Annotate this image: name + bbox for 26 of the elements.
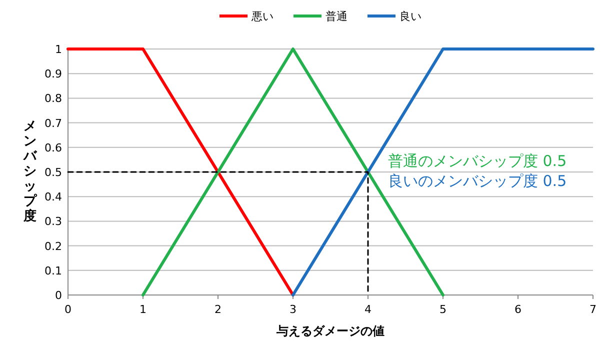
y-tick-label: 0.5	[44, 166, 62, 179]
y-tick-label: 0.9	[44, 68, 62, 81]
y-tick-label: 0.7	[44, 116, 62, 130]
y-tick-label: 0.6	[44, 141, 62, 154]
legend-label: 普通	[326, 10, 348, 23]
legend-label: 良い	[400, 10, 422, 23]
x-tick-label: 2	[214, 303, 222, 316]
y-tick-label: 1	[55, 43, 62, 56]
y-tick-label: 0	[55, 289, 62, 302]
x-tick-label: 1	[140, 303, 146, 316]
x-tick-label: 0	[64, 303, 72, 316]
x-tick-label: 5	[440, 303, 446, 316]
annotation: 普通のメンバシップ度 0.5	[388, 152, 567, 170]
x-axis-title: 与えるダメージの値	[276, 324, 384, 338]
y-axis-title: メンバシップ度	[22, 119, 38, 224]
y-tick-label: 0.8	[44, 92, 62, 106]
x-tick-label: 4	[364, 303, 372, 316]
y-tick-label: 0.4	[44, 190, 62, 204]
x-tick-label: 7	[590, 303, 596, 316]
x-tick-label: 6	[514, 303, 522, 316]
annotation: 良いのメンバシップ度 0.5	[388, 172, 567, 190]
x-tick-label: 3	[290, 303, 296, 316]
y-tick-label: 0.2	[44, 240, 62, 253]
y-tick-label: 0.1	[44, 264, 62, 278]
y-tick-label: 0.3	[44, 215, 62, 228]
legend-label: 悪い	[250, 10, 274, 23]
